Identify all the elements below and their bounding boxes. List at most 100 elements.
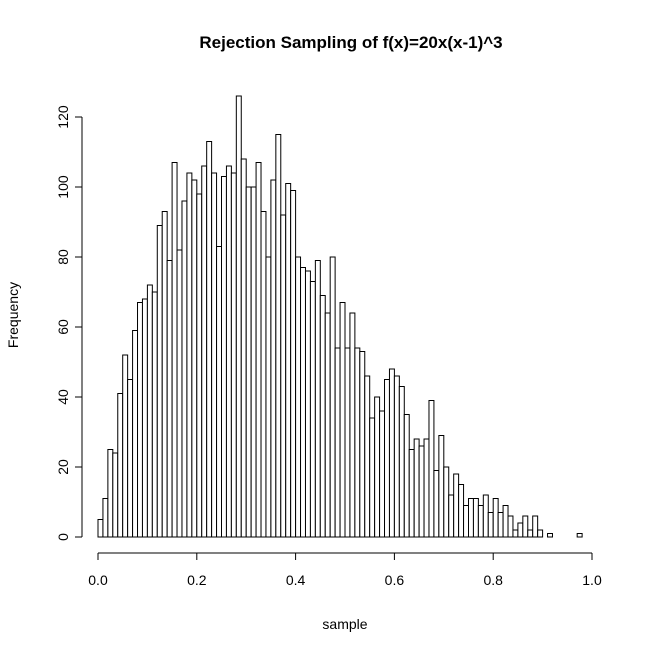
histogram-bar [265, 256, 272, 538]
histogram-bar [270, 179, 277, 538]
histogram-bar [235, 95, 242, 538]
x-tick-label: 0.6 [385, 572, 405, 588]
histogram-bar [260, 211, 267, 538]
histogram-bar [497, 512, 504, 538]
histogram-bar [216, 246, 222, 538]
histogram-bar [329, 256, 336, 538]
histogram-bar [453, 473, 460, 538]
histogram-bar [255, 162, 262, 538]
x-tick-label: 0.8 [483, 572, 503, 588]
histogram-bar [127, 379, 134, 538]
x-axis-label: sample [322, 616, 367, 632]
histogram-bar [472, 498, 479, 538]
histogram-bar [502, 505, 509, 538]
x-tick-label: 0.2 [187, 572, 207, 588]
histogram-bar [364, 375, 371, 538]
histogram-bar [186, 172, 193, 538]
histogram-bar [324, 312, 331, 538]
histogram-bar [97, 519, 104, 538]
histogram-bar [171, 162, 178, 538]
histogram-bar [161, 211, 168, 538]
histogram-bar [201, 165, 208, 538]
histogram-bar [191, 179, 198, 538]
histogram-bar [240, 158, 247, 538]
histogram-bar [418, 445, 425, 538]
histogram-bar [492, 498, 499, 538]
histogram-bar [369, 417, 376, 538]
histogram-bar [507, 515, 514, 538]
x-tick-label: 0.4 [286, 572, 306, 588]
histogram-bar [166, 260, 173, 538]
histogram-bar [344, 347, 351, 538]
y-axis: 0 20 40 60 80 100 120 [55, 105, 83, 541]
y-tick-label: 100 [55, 175, 71, 199]
histogram-bar [339, 302, 346, 538]
histogram-bar [458, 484, 465, 538]
histogram-bar [300, 267, 306, 538]
y-tick-label: 80 [55, 249, 71, 265]
histogram-bar [359, 351, 366, 538]
histogram-bar [443, 466, 450, 538]
histogram-bar [423, 438, 430, 538]
histogram-bar [349, 312, 356, 538]
histogram-bar [576, 533, 583, 538]
histogram-bar [403, 414, 410, 538]
histogram-bar [275, 134, 282, 538]
histogram-bar [280, 214, 287, 538]
x-tick-label: 0.0 [88, 572, 108, 588]
y-tick-label: 120 [55, 105, 71, 129]
histogram-bar [112, 452, 119, 538]
histogram-bar [532, 515, 539, 538]
y-axis-label: Frequency [5, 282, 21, 348]
histogram-bar [221, 176, 227, 538]
histogram-bar [285, 183, 292, 538]
histogram-bar [250, 186, 257, 538]
histogram-bar [487, 512, 494, 538]
histogram-bar [117, 393, 124, 538]
histogram-bar [463, 505, 469, 538]
y-tick-label: 40 [55, 389, 71, 405]
bars-group [97, 95, 583, 538]
histogram-bar [295, 256, 302, 538]
histogram-bar [482, 494, 489, 538]
histogram-bar [107, 449, 114, 538]
y-tick-label: 0 [55, 533, 71, 541]
histogram-bar [156, 225, 163, 538]
histogram-bar [181, 200, 188, 538]
y-tick-label: 20 [55, 459, 71, 475]
histogram-bar [304, 270, 311, 538]
histogram-bar [438, 435, 445, 538]
histogram-bar [309, 281, 316, 538]
histogram-bar [379, 410, 386, 538]
histogram-bar [196, 193, 203, 538]
histogram-bar [468, 498, 474, 538]
histogram-bar [393, 375, 400, 538]
histogram-bar [522, 515, 529, 538]
histogram-bar [477, 505, 484, 538]
histogram-bar [319, 295, 326, 538]
histogram-bar [354, 347, 361, 538]
histogram-bar [314, 260, 321, 538]
histogram-bar [132, 330, 139, 538]
histogram-bar [433, 470, 440, 538]
histogram-bar [225, 165, 232, 538]
y-tick-label: 60 [55, 319, 71, 335]
histogram-bar [122, 354, 129, 538]
x-tick-label: 1.0 [582, 572, 602, 588]
histogram-bar [448, 494, 455, 538]
histogram-bar [537, 529, 544, 538]
histogram-bar [527, 529, 534, 538]
histogram-bar [146, 284, 153, 538]
histogram-bar [102, 498, 109, 538]
histogram-bar [230, 172, 237, 538]
histogram-bar [398, 386, 405, 538]
histogram-bar [290, 190, 297, 538]
histogram-bar [206, 141, 213, 538]
histogram-bar [151, 291, 158, 538]
histogram-bar [334, 347, 341, 538]
histogram-bar [137, 302, 143, 538]
histogram-bar [547, 533, 553, 538]
histogram-bar [374, 396, 381, 538]
x-axis: 0.0 0.2 0.4 0.6 0.8 1.0 [88, 552, 602, 588]
